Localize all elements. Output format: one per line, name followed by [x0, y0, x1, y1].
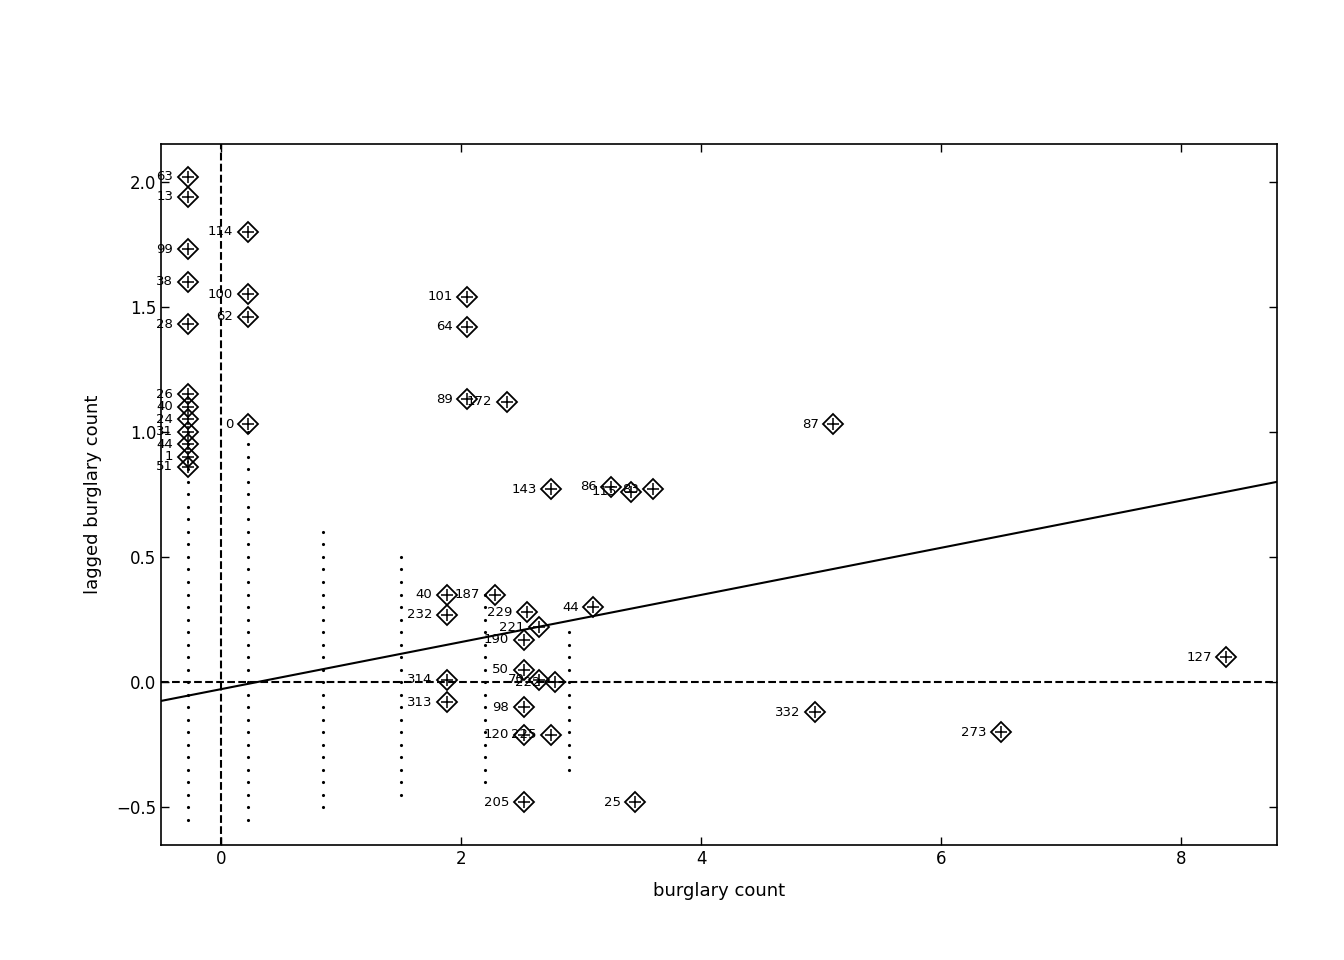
Text: 99: 99 [156, 243, 173, 255]
X-axis label: burglary count: burglary count [653, 881, 785, 900]
Text: 229: 229 [488, 606, 512, 618]
Text: 24: 24 [156, 413, 173, 426]
Text: 114: 114 [208, 225, 234, 238]
Text: 232: 232 [407, 608, 433, 621]
Text: 120: 120 [484, 729, 509, 741]
Text: 0: 0 [224, 418, 234, 431]
Text: 187: 187 [456, 588, 480, 601]
Text: 13: 13 [156, 190, 173, 204]
Text: 221: 221 [499, 620, 524, 634]
Text: 31: 31 [156, 425, 173, 439]
Text: 205: 205 [484, 796, 509, 808]
Text: 86: 86 [581, 480, 597, 493]
Text: 225: 225 [511, 729, 536, 741]
Text: 63: 63 [156, 170, 173, 183]
Text: 40: 40 [156, 400, 173, 414]
Y-axis label: lagged burglary count: lagged burglary count [85, 395, 102, 594]
Text: 62: 62 [216, 310, 234, 324]
Text: 190: 190 [484, 633, 509, 646]
Text: 222: 222 [515, 676, 540, 688]
Text: 87: 87 [802, 418, 818, 431]
Text: 83: 83 [622, 483, 638, 496]
Text: 332: 332 [775, 706, 801, 719]
Text: 28: 28 [156, 318, 173, 330]
Text: 40: 40 [415, 588, 433, 601]
Text: 313: 313 [407, 696, 433, 708]
Text: 143: 143 [511, 483, 536, 496]
Text: 89: 89 [435, 393, 453, 406]
Text: 1: 1 [165, 450, 173, 464]
Text: 64: 64 [435, 321, 453, 333]
Text: 100: 100 [208, 288, 234, 300]
Text: 25: 25 [603, 796, 621, 808]
Text: 38: 38 [156, 276, 173, 288]
Text: 44: 44 [156, 438, 173, 451]
Text: 115: 115 [591, 486, 617, 498]
Text: 44: 44 [562, 601, 579, 613]
Text: 51: 51 [156, 461, 173, 473]
Text: 127: 127 [1187, 651, 1212, 663]
Text: 98: 98 [492, 701, 509, 713]
Text: 314: 314 [407, 673, 433, 686]
Text: 172: 172 [466, 396, 492, 408]
Text: 101: 101 [427, 290, 453, 303]
Text: 26: 26 [156, 388, 173, 400]
Text: 50: 50 [492, 663, 509, 676]
Text: 70: 70 [508, 673, 524, 686]
Text: 273: 273 [961, 726, 986, 738]
